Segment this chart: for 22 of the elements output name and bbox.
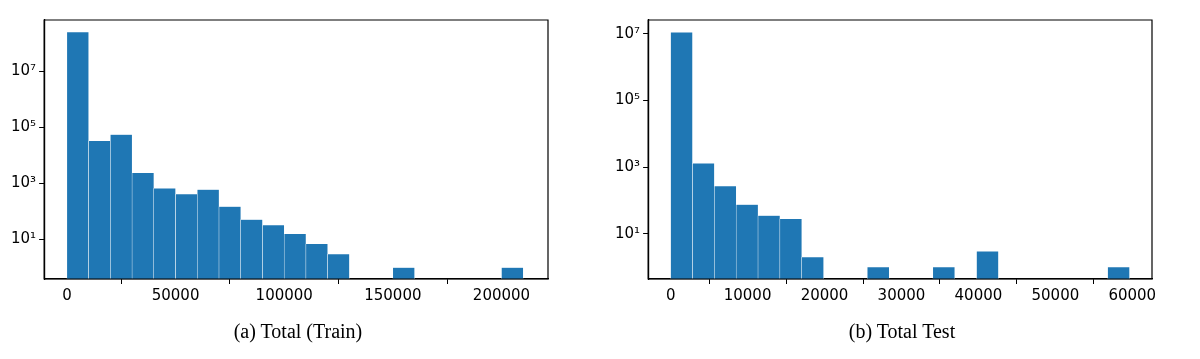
x-tick-label: 0 xyxy=(665,285,676,304)
x-tick-label: 20000 xyxy=(800,285,849,304)
text: (a) Total (Train) xyxy=(232,320,364,343)
text: (b) Total Test xyxy=(847,320,957,343)
x-tick-label: 60000 xyxy=(1108,285,1157,304)
y-tick-label: 10¹ xyxy=(10,229,37,248)
y-tick-label: 10⁵ xyxy=(614,90,641,109)
y-tick-label: 10⁷ xyxy=(614,23,641,42)
x-tick-label: 30000 xyxy=(877,285,926,304)
y-tick-label: 10⁷ xyxy=(10,61,37,80)
y-tick-label: 10³ xyxy=(10,173,37,192)
x-tick-label: 40000 xyxy=(954,285,1003,304)
x-tick-label: 200000 xyxy=(472,285,531,304)
x-tick-label: 150000 xyxy=(364,285,422,304)
x-tick-label: 100000 xyxy=(255,285,313,304)
y-tick-label: 10¹ xyxy=(614,223,641,242)
x-tick-label: 50000 xyxy=(1031,285,1080,304)
x-tick-label: 50000 xyxy=(151,285,200,304)
x-tick-label: 10000 xyxy=(723,285,772,304)
y-tick-label: 10⁵ xyxy=(10,117,37,136)
y-tick-label: 10³ xyxy=(614,157,641,176)
x-tick-label: 0 xyxy=(62,285,72,304)
